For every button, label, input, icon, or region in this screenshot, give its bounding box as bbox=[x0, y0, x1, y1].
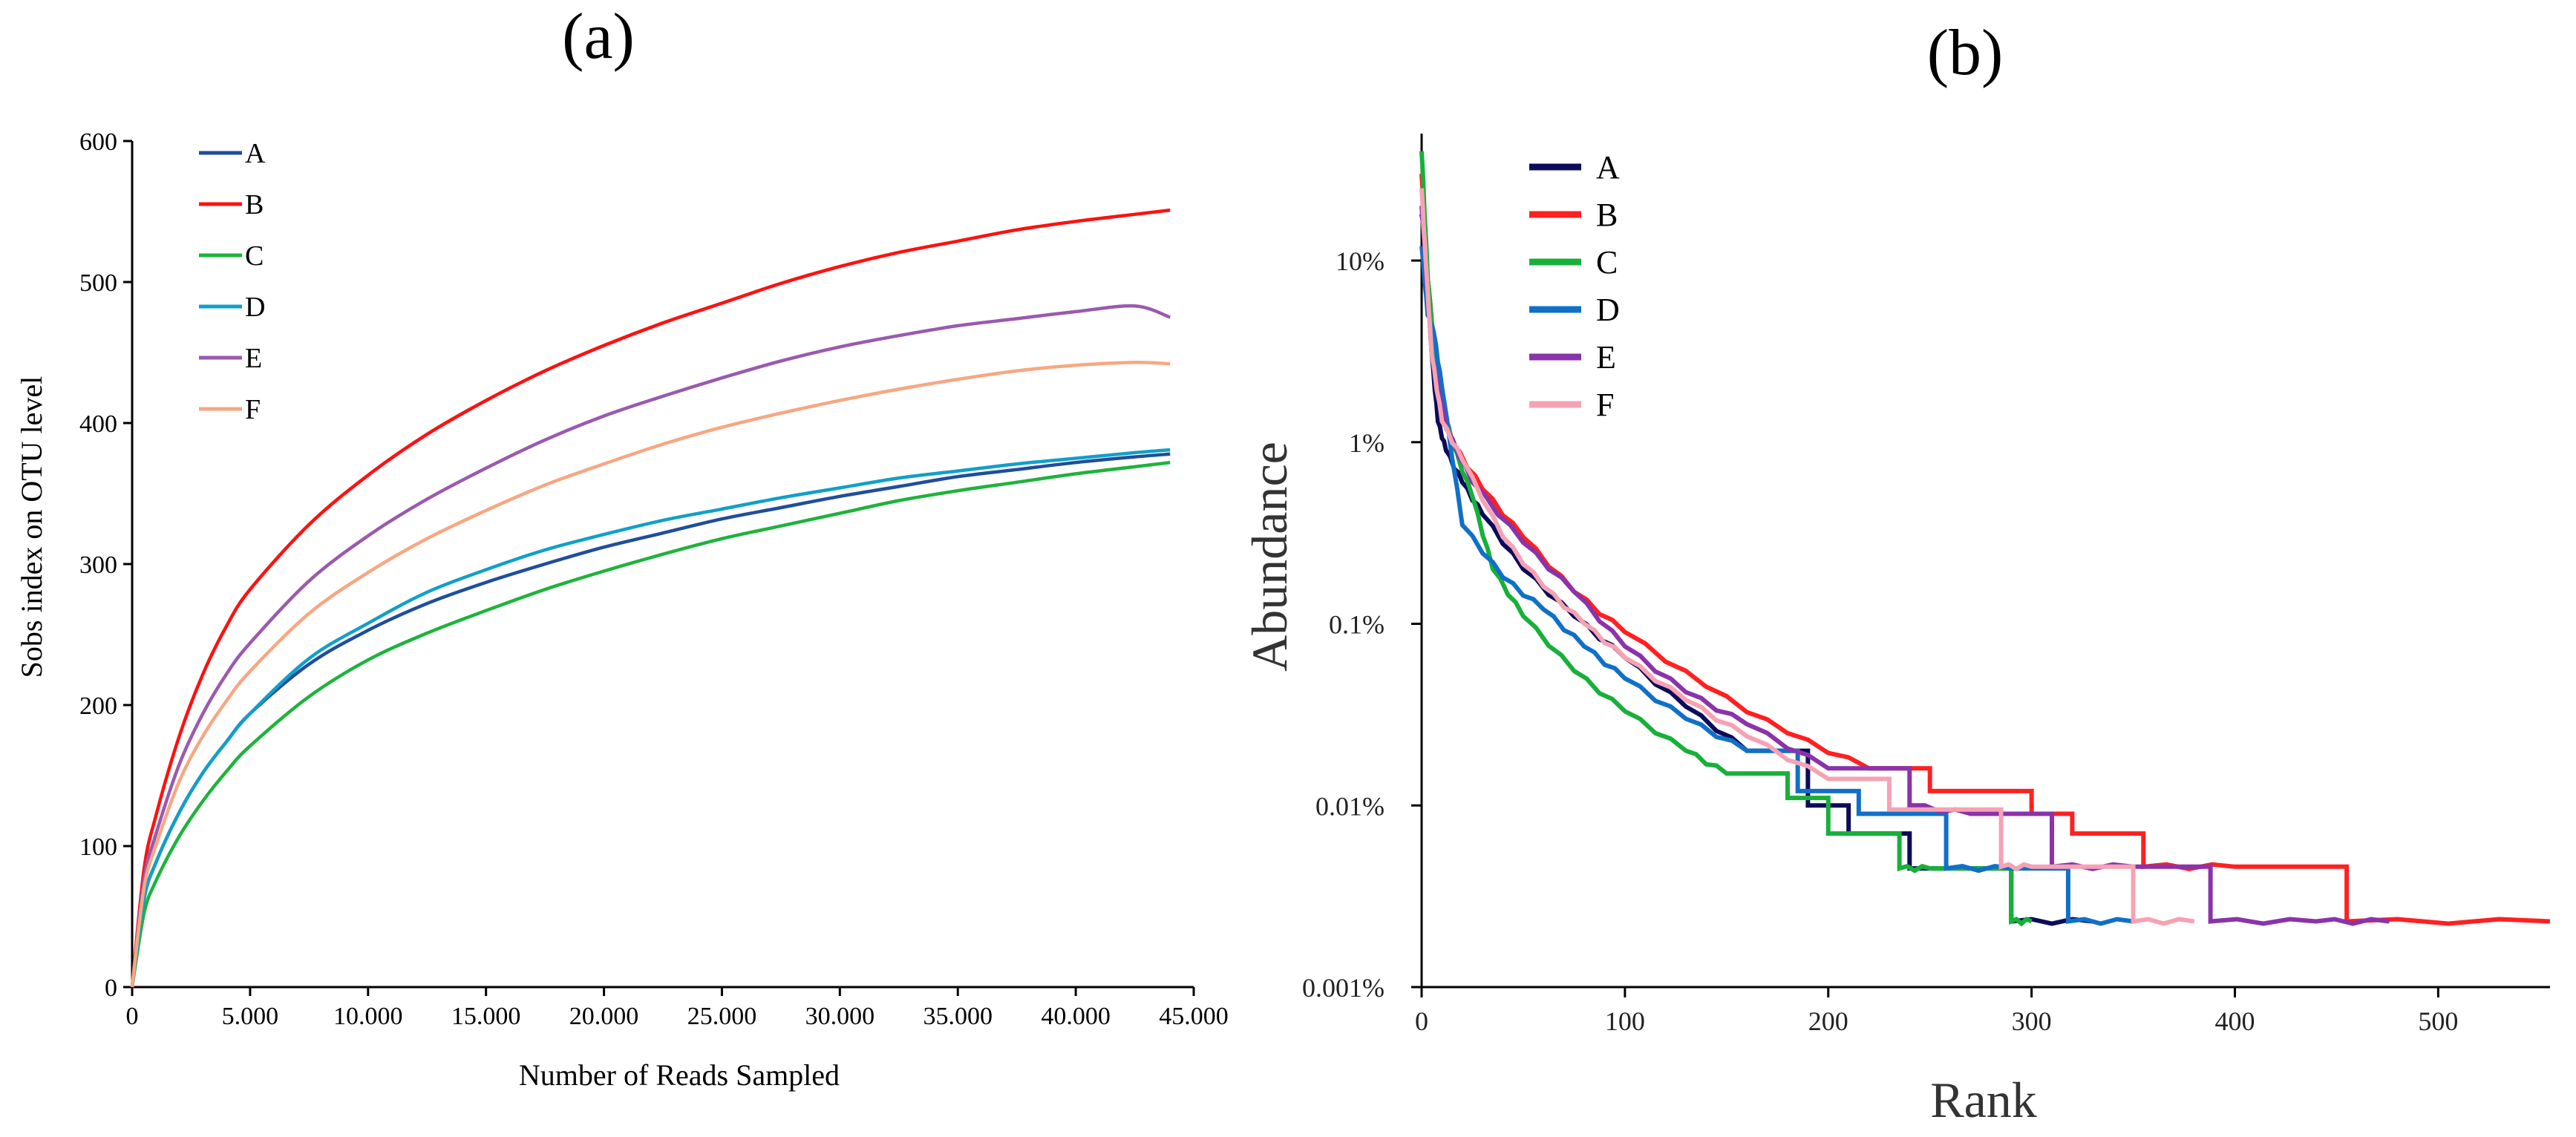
panel-b-x-tick-label: 0 bbox=[1415, 1006, 1428, 1036]
panel-b-y-tick-label: 1% bbox=[1349, 428, 1385, 458]
panel-b-legend-label-c: C bbox=[1596, 244, 1618, 281]
panel-a-y-tick-label: 500 bbox=[79, 269, 117, 297]
panel-a-y-tick-label: 200 bbox=[79, 692, 117, 720]
panel-a-x-tick-label: 45.000 bbox=[1159, 1003, 1229, 1030]
panel-b-y-tick-label: 0.01% bbox=[1315, 791, 1385, 821]
panel-a-x-tick-label: 20.000 bbox=[569, 1003, 639, 1030]
panel-a-y-axis-label: Sobs index on OTU level bbox=[15, 376, 48, 678]
panel-a-series-a-line bbox=[130, 452, 1171, 988]
panel-b-label: (b) bbox=[1927, 17, 2004, 89]
panel-b-y-ticks: 0.001% 0.01% 0.1% 1% 10% bbox=[1302, 246, 1422, 1003]
panel-a-label: (a) bbox=[562, 1, 635, 73]
panel-a-legend-label-e: E bbox=[245, 343, 262, 374]
panel-a-y-tick-label: 600 bbox=[79, 128, 117, 156]
panel-a-legend-label-b: B bbox=[245, 189, 264, 220]
panel-a: (a) 0 5.000 10.000 15.000 20.000 25.000 30.000… bbox=[15, 1, 1229, 1092]
panel-b-x-tick-label: 400 bbox=[2214, 1006, 2255, 1036]
panel-a-y-tick-label: 300 bbox=[79, 551, 117, 579]
panel-a-legend-label-d: D bbox=[245, 292, 265, 323]
panel-a-x-axis-label: Number of Reads Sampled bbox=[519, 1058, 840, 1092]
panel-a-legend-label-a: A bbox=[245, 138, 266, 169]
panel-a-x-tick-label: 10.000 bbox=[333, 1003, 403, 1030]
panel-a-series-b-line bbox=[130, 208, 1171, 988]
panel-a-y-tick-label: 400 bbox=[79, 410, 117, 438]
panel-b-legend-label-d: D bbox=[1596, 292, 1620, 328]
panel-b-x-tick-label: 500 bbox=[2418, 1006, 2458, 1036]
panel-a-x-tick-label: 40.000 bbox=[1041, 1003, 1111, 1030]
panel-a-x-tick-label: 5.000 bbox=[222, 1003, 279, 1030]
panel-b-y-axis-label: Abundance bbox=[1241, 442, 1298, 672]
panel-b-x-tick-label: 100 bbox=[1605, 1006, 1645, 1036]
panel-a-series-f-line bbox=[130, 361, 1171, 988]
panel-b: (b) 0 100 200 300 400 500 0.001% 0.01% 0.1% 1% 10… bbox=[1241, 17, 2551, 1128]
panel-a-series-c-line bbox=[130, 460, 1171, 988]
panel-b-x-tick-label: 300 bbox=[2012, 1006, 2052, 1036]
panel-b-legend-label-a: A bbox=[1596, 149, 1620, 186]
panel-b-y-tick-label: 0.001% bbox=[1302, 973, 1385, 1003]
panel-a-y-tick-label: 0 bbox=[105, 974, 117, 1002]
panel-a-legend-label-f: F bbox=[245, 394, 261, 425]
panel-b-legend-label-b: B bbox=[1596, 197, 1618, 233]
panel-b-series bbox=[1419, 151, 2551, 927]
panel-a-series bbox=[130, 208, 1171, 988]
panel-b-x-ticks: 0 100 200 300 400 500 bbox=[1415, 987, 2458, 1036]
panel-a-series-e-line bbox=[130, 304, 1171, 988]
panel-a-x-ticks: 0 5.000 10.000 15.000 20.000 25.000 30.000 35.0… bbox=[126, 987, 1229, 1030]
panel-b-y-tick-label: 10% bbox=[1336, 246, 1385, 276]
panel-a-y-ticks: 0 100 200 300 400 500 600 bbox=[79, 128, 132, 1002]
panel-a-x-tick-label: 0 bbox=[126, 1003, 139, 1030]
panel-a-series-d-line bbox=[130, 448, 1171, 988]
panel-b-x-axis-label: Rank bbox=[1930, 1072, 2037, 1128]
panel-a-x-tick-label: 30.000 bbox=[805, 1003, 875, 1030]
panel-a-legend-label-c: C bbox=[245, 240, 264, 272]
panel-a-x-tick-label: 35.000 bbox=[923, 1003, 993, 1030]
panel-a-x-tick-label: 15.000 bbox=[451, 1003, 521, 1030]
panel-b-legend-label-f: F bbox=[1596, 387, 1614, 423]
panel-b-x-tick-label: 200 bbox=[1808, 1006, 1848, 1036]
panel-b-series-d-line bbox=[1419, 246, 2134, 926]
panel-a-y-tick-label: 100 bbox=[79, 833, 117, 861]
panel-b-series-a-line bbox=[1419, 214, 2093, 926]
panel-a-x-tick-label: 25.000 bbox=[687, 1003, 757, 1030]
panel-b-series-f-line bbox=[1419, 188, 2195, 926]
panel-b-y-tick-label: 0.1% bbox=[1329, 610, 1385, 640]
panel-b-legend-label-e: E bbox=[1596, 339, 1616, 376]
